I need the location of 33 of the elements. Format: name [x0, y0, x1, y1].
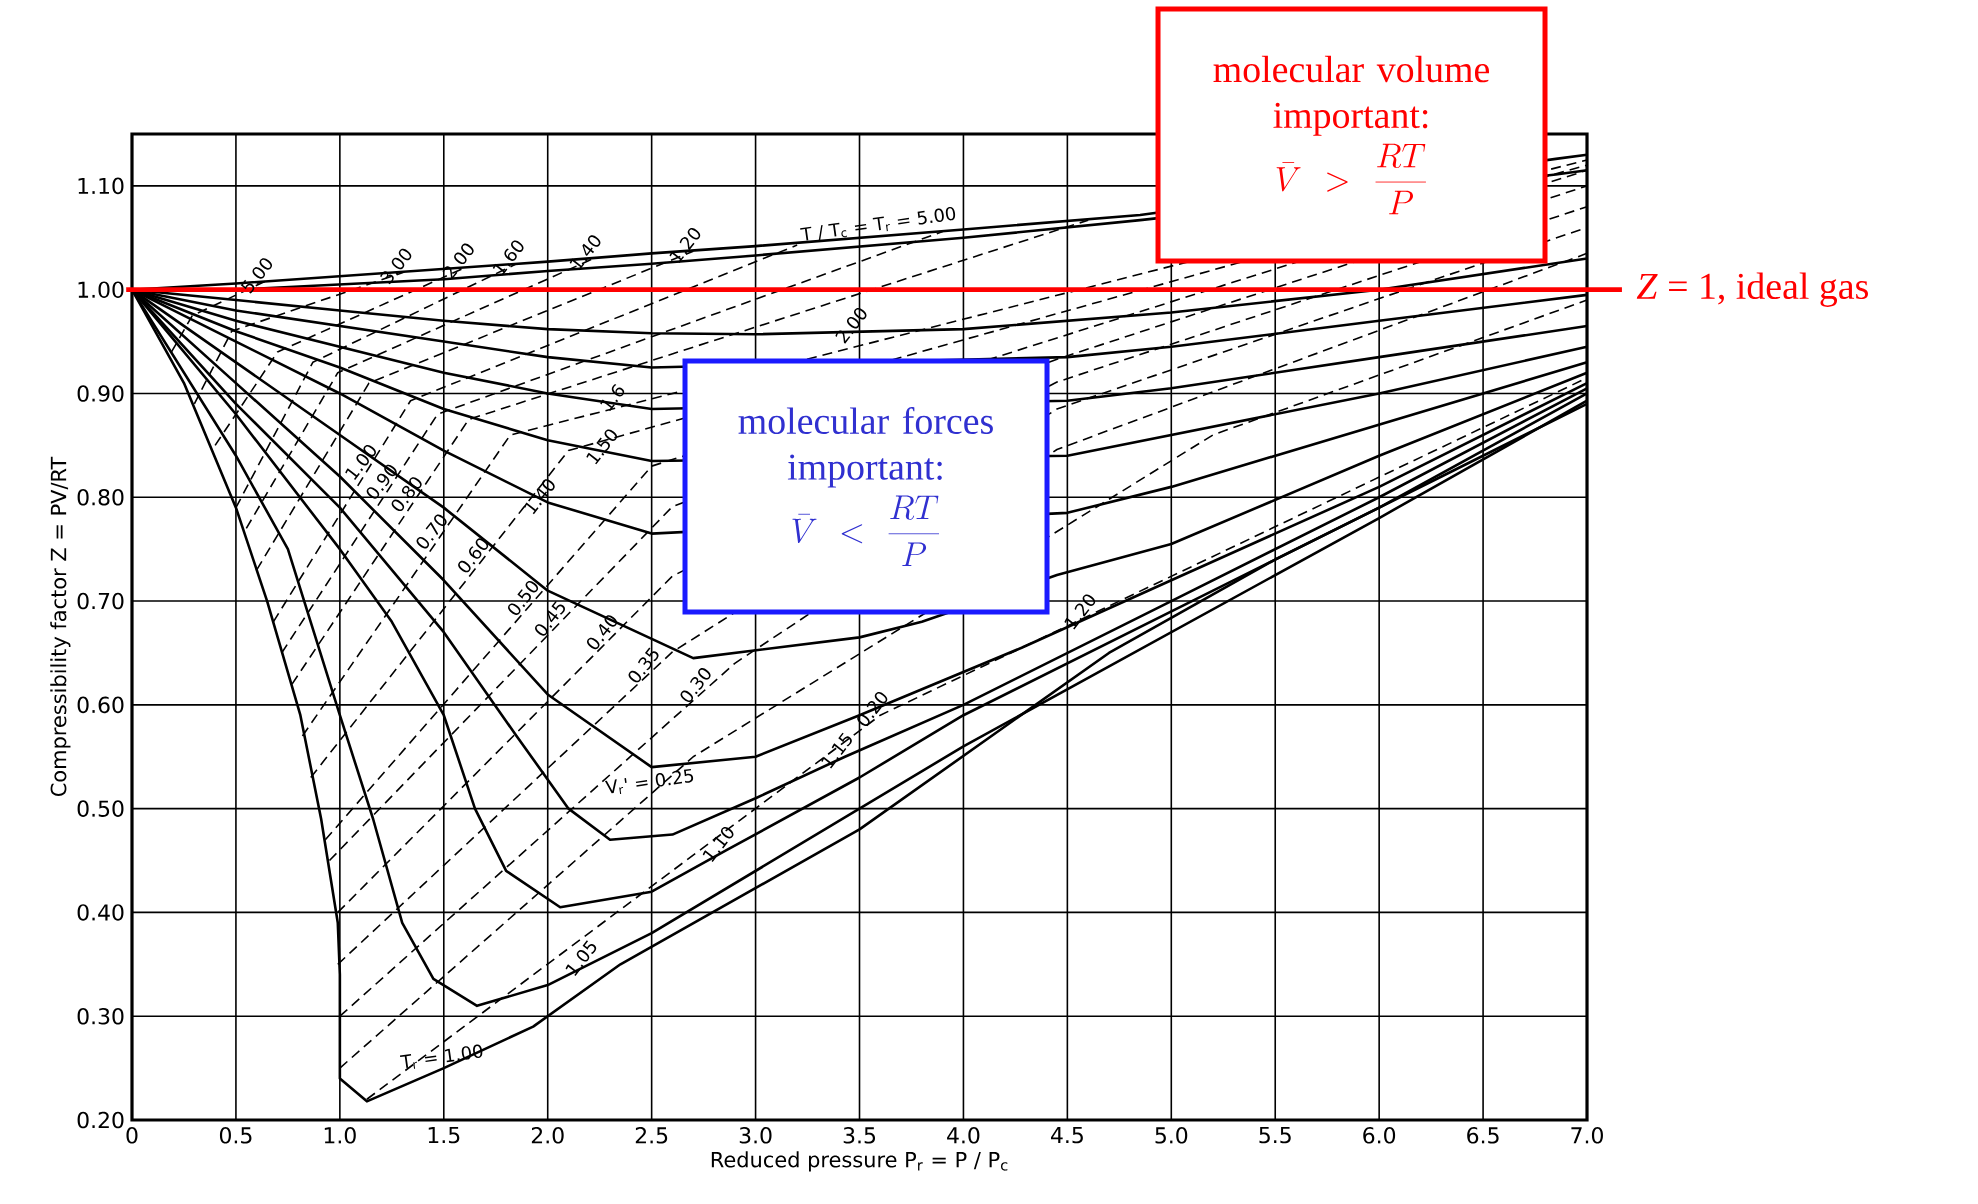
y-tick-label: 0.70 — [77, 592, 124, 610]
x-tick-label: 4.5 — [1051, 1127, 1083, 1144]
x-tick-label: 7.0 — [1571, 1127, 1603, 1144]
x-tick-label: 1.5 — [428, 1127, 460, 1144]
x-tick-label: 6.0 — [1363, 1127, 1396, 1144]
x-axis-title: Reduced pressure P$_{r}$ = P / P$_{c}$ — [711, 1151, 1008, 1172]
annotation: $\bar{V} < \frac{RT}{P}$ — [792, 495, 940, 566]
y-tick-label: 0.40 — [77, 904, 124, 921]
x-tick-label: 4.0 — [947, 1127, 980, 1144]
x-tick-label: 6.5 — [1467, 1127, 1499, 1144]
x-tick-label: 3.5 — [843, 1127, 876, 1144]
y-tick-label: 0.60 — [77, 696, 124, 714]
y-tick-label: 0.20 — [77, 1111, 124, 1129]
x-tick-label: 3.0 — [739, 1127, 772, 1144]
annotation: molecular forces important: — [738, 407, 993, 488]
ref-line-label: Z = 1, ideal gas — [1636, 272, 1868, 307]
y-tick-label: 1.00 — [78, 281, 124, 298]
x-tick-label: 5.0 — [1155, 1127, 1188, 1144]
annotation: molecular volume important: — [1213, 55, 1490, 136]
x-tick-label: 5.5 — [1259, 1127, 1291, 1144]
y-tick-label: 1.10 — [78, 177, 124, 195]
y-axis-title: Compressibility factor Z = PV/RT — [50, 456, 71, 797]
x-tick-label: 2.5 — [635, 1127, 668, 1144]
annotation: V$_{r}$' = 0.25 — [604, 768, 694, 795]
x-tick-label: 0 — [126, 1127, 138, 1144]
x-tick-label: 2.0 — [531, 1127, 564, 1144]
y-tick-label: 0.80 — [77, 488, 124, 506]
y-tick-label: 0.90 — [77, 385, 124, 402]
annotation: $\bar{V} > \frac{RT}{P}$ — [1276, 143, 1426, 215]
y-tick-label: 0.30 — [77, 1007, 124, 1025]
x-tick-label: 0.5 — [219, 1127, 252, 1144]
y-tick-label: 0.50 — [77, 800, 124, 817]
x-tick-label: 1.0 — [324, 1127, 356, 1144]
